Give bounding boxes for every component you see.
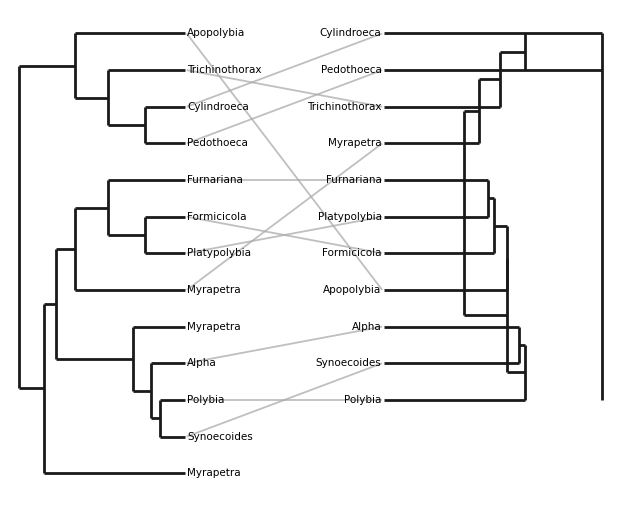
Text: Polybia: Polybia — [188, 395, 225, 405]
Text: Cylindroeca: Cylindroeca — [320, 28, 381, 39]
Text: Trichinothorax: Trichinothorax — [307, 102, 381, 112]
Text: Myrapetra: Myrapetra — [188, 285, 241, 295]
Text: Apopolybia: Apopolybia — [188, 28, 245, 39]
Text: Myrapetra: Myrapetra — [188, 322, 241, 332]
Text: Cylindroeca: Cylindroeca — [188, 102, 249, 112]
Text: Platypolybia: Platypolybia — [317, 212, 381, 222]
Text: Trichinothorax: Trichinothorax — [188, 65, 262, 75]
Text: Pedothoeca: Pedothoeca — [320, 65, 381, 75]
Text: Myrapetra: Myrapetra — [188, 468, 241, 478]
Text: Synoecoides: Synoecoides — [316, 358, 381, 368]
Text: Polybia: Polybia — [344, 395, 381, 405]
Text: Myrapetra: Myrapetra — [328, 138, 381, 149]
Text: Apopolybia: Apopolybia — [324, 285, 381, 295]
Text: Synoecoides: Synoecoides — [188, 432, 253, 442]
Text: Furnariana: Furnariana — [188, 175, 243, 185]
Text: Pedothoeca: Pedothoeca — [188, 138, 248, 149]
Text: Furnariana: Furnariana — [325, 175, 381, 185]
Text: Formicicola: Formicicola — [322, 248, 381, 259]
Text: Alpha: Alpha — [188, 358, 217, 368]
Text: Formicicola: Formicicola — [188, 212, 247, 222]
Text: Alpha: Alpha — [352, 322, 381, 332]
Text: Platypolybia: Platypolybia — [188, 248, 252, 259]
